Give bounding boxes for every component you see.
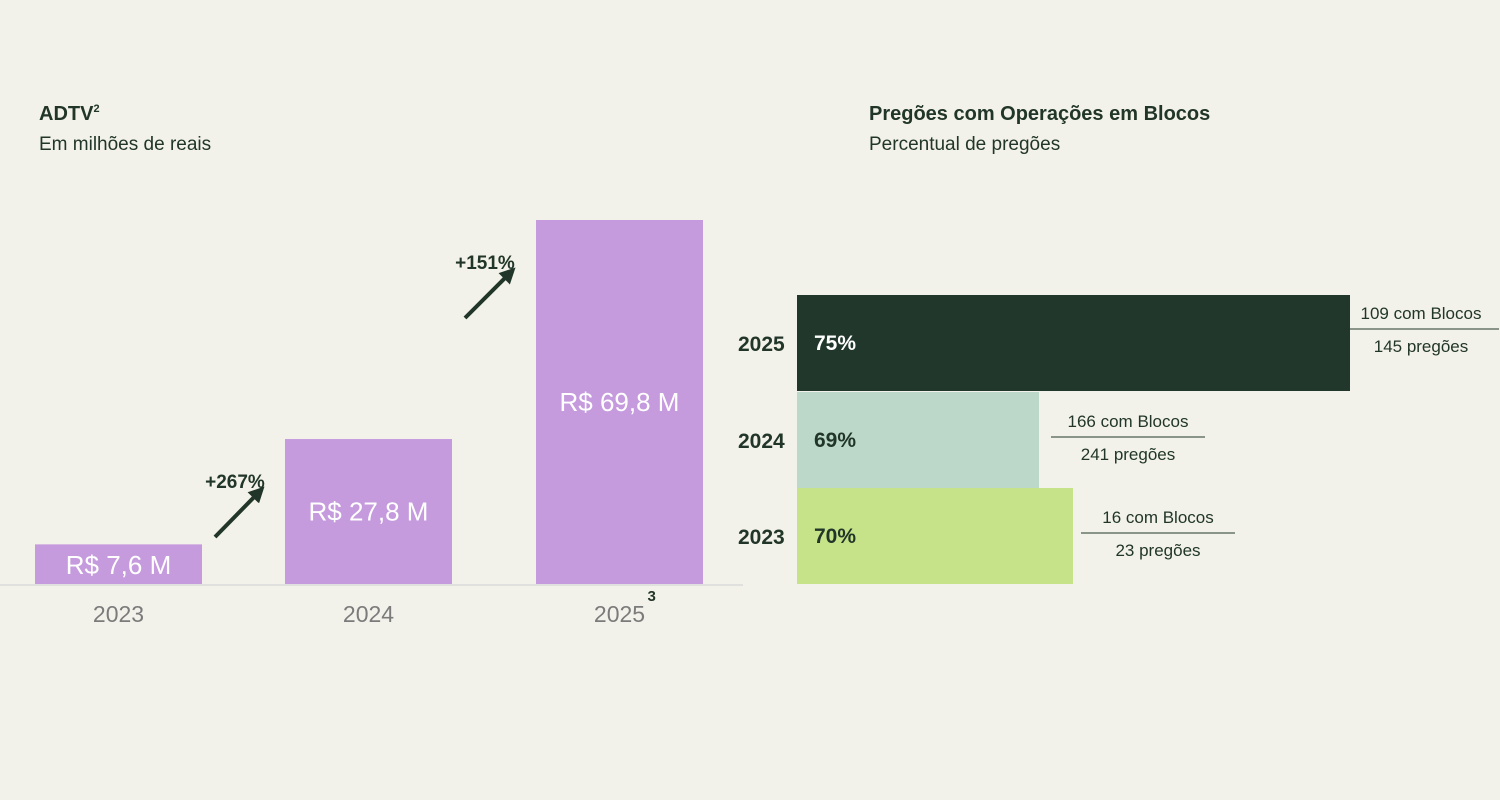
adtv-chart-subtitle: Em milhões de reais [39, 134, 212, 155]
adtv-value-label-2024: R$ 27,8 M [309, 497, 429, 527]
blocks-fraction-denominator-2025: 145 pregões [1374, 337, 1469, 356]
blocks-bar-2025 [797, 295, 1350, 391]
growth-label-2024: +267% [205, 472, 265, 493]
adtv-tick-2025: 2025 [594, 601, 645, 627]
blocks-fraction-numerator-2025: 109 com Blocos [1361, 304, 1482, 323]
blocks-bar-chart: 2025 75% 109 com Blocos 145 pregões 2024 69% 1… [738, 295, 1499, 584]
growth-label-2025: +151% [455, 253, 515, 274]
blocks-fraction-numerator-2023: 16 com Blocos [1102, 508, 1214, 527]
adtv-chart-title: ADTV2 [39, 103, 100, 125]
adtv-bar-2023 [35, 544, 202, 584]
adtv-value-label-2025: R$ 69,8 M [560, 387, 680, 417]
blocks-bar-2024 [797, 392, 1039, 488]
blocks-pct-2025: 75% [814, 332, 856, 355]
adtv-tick-2023: 2023 [93, 601, 144, 627]
adtv-tick-2024: 2024 [343, 601, 394, 627]
blocks-fraction-denominator-2023: 23 pregões [1115, 541, 1200, 560]
adtv-tick-footnote-2025: 3 [648, 588, 656, 605]
blocks-chart-subtitle: Percentual de pregões [869, 134, 1061, 155]
blocks-fraction-numerator-2024: 166 com Blocos [1068, 412, 1189, 431]
blocks-pct-2024: 69% [814, 429, 856, 452]
adtv-bar-2025 [536, 220, 703, 584]
blocks-year-2023: 2023 [738, 526, 785, 549]
adtv-bar-2024 [285, 439, 452, 584]
blocks-year-2025: 2025 [738, 333, 785, 356]
blocks-bar-2023 [797, 488, 1073, 584]
adtv-title-footnote: 2 [93, 103, 100, 115]
blocks-fraction-denominator-2024: 241 pregões [1081, 445, 1176, 464]
growth-arrow-icon-2025 [463, 267, 516, 320]
adtv-value-label-2023: R$ 7,6 M [66, 550, 172, 580]
blocks-pct-2023: 70% [814, 525, 856, 548]
blocks-chart-title: Pregões com Operações em Blocos [869, 103, 1211, 125]
blocks-year-2024: 2024 [738, 430, 785, 453]
growth-arrow-icon-2024 [213, 486, 265, 539]
